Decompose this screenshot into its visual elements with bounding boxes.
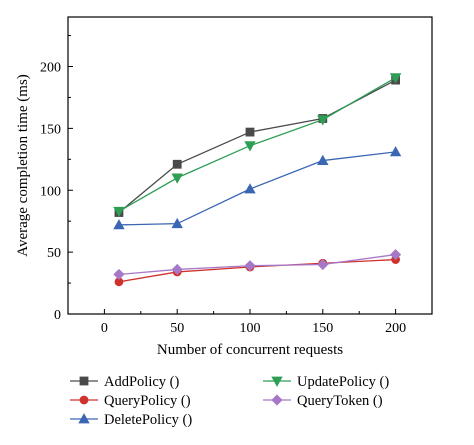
series-line [118,253,396,276]
legend: AddPolicy () QueryPolicy () DeletePolicy (… [70,374,389,428]
series-line [118,151,396,226]
data-point [113,206,125,218]
legend-label: UpdatePolicy () [297,374,389,390]
data-point [244,183,256,194]
data-point [171,263,183,276]
data-point [113,268,125,280]
legend-label: DeletePolicy () [104,412,192,428]
legend-label: QueryToken () [297,393,383,409]
data-point [171,217,183,229]
legend-item: DeletePolicy () [70,412,192,428]
data-point [317,154,329,165]
series-2 [113,146,402,230]
x-tick-label: 100 [240,321,261,336]
legend-item: UpdatePolicy () [263,374,389,390]
x-axis: 0 50 100 150 200 [101,309,406,336]
series-4 [113,249,402,280]
legend-marker [79,376,89,386]
y-tick-label: 200 [40,61,61,76]
y-tick-label: 50 [47,246,61,261]
legend-marker [271,376,283,387]
legend-item: QueryToken () [263,393,383,409]
legend-label: AddPolicy () [104,374,179,390]
legend-marker [271,394,283,406]
legend-marker [78,413,90,424]
x-tick-label: 150 [312,321,333,336]
data-point [172,159,182,169]
y-axis: 0 50 100 150 200 [40,35,73,323]
series-layer [113,73,402,287]
series-0 [114,75,401,217]
data-point [317,258,329,271]
y-tick-label: 100 [40,184,61,199]
series-line [118,77,396,212]
data-point [171,173,183,184]
data-point [389,73,402,84]
x-axis-label: Number of concurrent requests [157,342,343,358]
series-3 [113,73,402,218]
data-point [244,141,256,152]
y-tick-label: 0 [54,308,61,323]
data-point [317,115,329,126]
data-point [244,260,256,272]
legend-item: QueryPolicy () [70,393,191,409]
series-line [118,79,396,214]
legend-label: QueryPolicy () [104,393,191,409]
y-tick-label: 150 [40,122,61,137]
legend-marker [79,395,89,405]
data-point [390,249,402,261]
data-point [113,219,125,230]
y-axis-label: Average completion time (ms) [15,74,31,257]
x-tick-label: 50 [170,321,184,336]
legend-item: AddPolicy () [70,374,179,390]
data-point [389,146,402,157]
x-tick-label: 200 [385,321,406,336]
data-point [245,127,255,137]
x-tick-label: 0 [101,321,108,336]
